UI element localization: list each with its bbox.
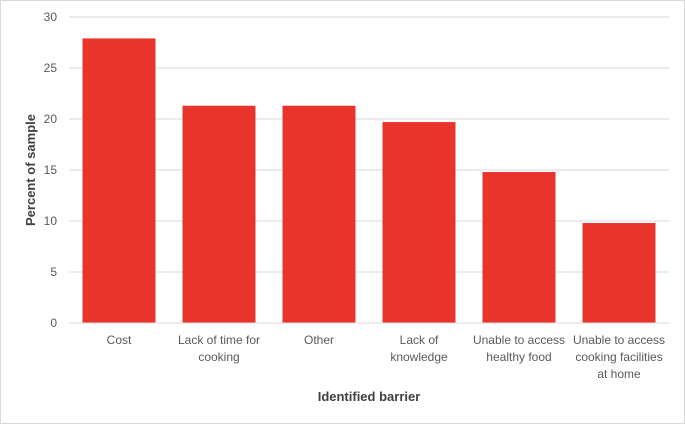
y-axis-title: Percent of sample xyxy=(23,114,38,226)
y-tick-label: 15 xyxy=(44,163,58,177)
y-tick-labels: 0 5 10 15 20 25 30 xyxy=(44,10,58,330)
y-tick-label: 30 xyxy=(44,10,58,24)
x-tick-label-line: Lack of xyxy=(400,333,439,347)
gridlines xyxy=(69,16,669,273)
y-tick-label: 0 xyxy=(50,316,57,330)
y-tick-label: 5 xyxy=(50,265,57,279)
x-tick-label-line: cooking xyxy=(198,350,239,364)
y-tick-label: 25 xyxy=(44,61,58,75)
x-tick-label: Unable to access healthy food xyxy=(473,333,565,364)
bar xyxy=(82,38,156,324)
x-tick-label-line: Lack of time for xyxy=(178,333,260,347)
x-tick-label-line: knowledge xyxy=(390,350,448,364)
x-tick-label-line: at home xyxy=(597,367,641,381)
bars xyxy=(82,38,656,324)
bar xyxy=(182,105,256,324)
x-axis-title: Identified barrier xyxy=(318,389,421,404)
x-tick-label: Cost xyxy=(107,333,132,347)
x-tick-label: Other xyxy=(304,333,334,347)
x-tick-label-line: healthy food xyxy=(486,350,551,364)
x-tick-label-line: Unable to access xyxy=(573,333,665,347)
x-tick-label: Lack of time for cooking xyxy=(178,333,260,364)
bar xyxy=(282,105,356,324)
x-tick-label: Lack of knowledge xyxy=(390,333,448,364)
x-tick-labels: Cost Lack of time for cooking Other Lack of k… xyxy=(107,333,665,381)
bar xyxy=(382,122,456,323)
x-tick-label-line: Cost xyxy=(107,333,132,347)
bar xyxy=(582,223,656,323)
y-tick-label: 20 xyxy=(44,112,58,126)
x-tick-label-line: Other xyxy=(304,333,334,347)
x-tick-label-line: Unable to access xyxy=(473,333,565,347)
bar xyxy=(482,172,556,323)
y-tick-label: 10 xyxy=(44,214,58,228)
x-tick-label: Unable to access cooking facilities at hom… xyxy=(573,333,665,381)
x-tick-label-line: cooking facilities xyxy=(575,350,662,364)
